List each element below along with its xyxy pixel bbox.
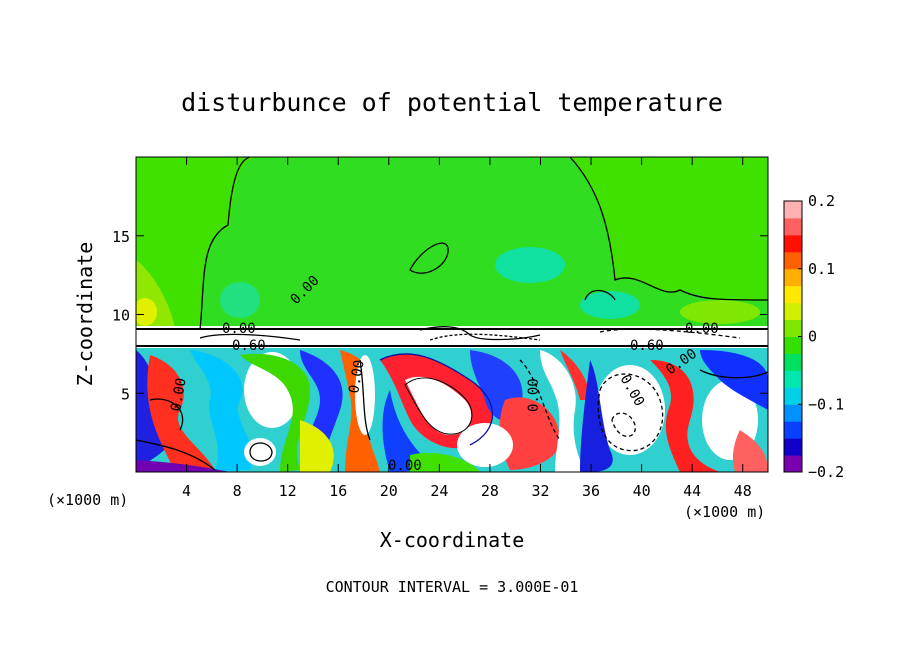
colorbar-tick-label: 0 — [808, 328, 817, 346]
contour-interval-note: CONTOUR INTERVAL = 3.000E-01 — [326, 578, 579, 596]
x-tick-label: 20 — [380, 482, 398, 500]
plot-area: 0.00 0.00 0.60 0.60 0.00 0.00 0.00 0.00 … — [136, 157, 768, 474]
y-axis: 5 10 15 — [112, 228, 768, 403]
x-axis: 4 8 12 16 20 24 28 32 36 40 44 48 — [182, 157, 752, 500]
colorbar-swatch — [784, 217, 802, 236]
colorbar-swatch — [784, 319, 802, 337]
upper-cool-region — [200, 157, 768, 330]
contour-label: 0.00 — [222, 321, 256, 337]
colorbar-swatch — [784, 353, 802, 371]
x-unit-left: (×1000 m) — [47, 491, 128, 509]
colorbar-swatch — [784, 251, 802, 270]
contour-label: 0.00 — [685, 321, 719, 337]
colorbar-swatch — [784, 387, 802, 405]
turbulence-patches — [136, 350, 768, 472]
colorbar-swatch — [784, 268, 802, 287]
y-tick-label: 10 — [112, 307, 130, 325]
x-tick-label: 16 — [329, 482, 347, 500]
colorbar-swatch — [784, 234, 802, 253]
x-axis-title: X-coordinate — [380, 528, 525, 552]
y-tick-label: 5 — [121, 385, 130, 403]
x-tick-label: 36 — [582, 482, 600, 500]
x-tick-label: 24 — [430, 482, 448, 500]
x-tick-label: 4 — [182, 482, 191, 500]
upper-warm-patch — [136, 298, 157, 326]
x-tick-label: 32 — [531, 482, 549, 500]
contour-label: 0.60 — [232, 338, 266, 354]
contour-label: 0.60 — [630, 338, 664, 354]
contour-label: 0.00 — [526, 378, 542, 412]
upper-cyan-patch — [580, 291, 640, 319]
x-tick-label: 28 — [481, 482, 499, 500]
contour-label: 0.00 — [388, 458, 422, 474]
colorbar-swatch — [784, 455, 802, 473]
upper-warm-patch — [680, 300, 760, 324]
upper-cyan-patch — [220, 282, 260, 318]
inversion-band — [136, 326, 768, 348]
colorbar-tick-label: 0.2 — [808, 192, 835, 210]
colorbar-tick-label: −0.1 — [808, 395, 844, 413]
contour-label: 0.00 — [346, 359, 368, 395]
upper-cyan-patch — [495, 247, 565, 283]
colorbar-swatch — [784, 421, 802, 439]
x-tick-label: 40 — [633, 482, 651, 500]
colorbar-tick-label: 0.1 — [808, 260, 835, 278]
colorbar-swatch — [784, 438, 802, 456]
y-axis-title: Z-coordinate — [73, 242, 97, 387]
y-tick-label: 15 — [112, 228, 130, 246]
x-tick-label: 44 — [683, 482, 701, 500]
colorbar-swatch — [784, 285, 802, 304]
colorbar-swatch — [784, 370, 802, 388]
contour-label: 0.00 — [168, 377, 190, 413]
chart-title: disturbunce of potential temperature — [181, 88, 723, 117]
colorbar: 0.2 0.1 0 −0.1 −0.2 — [783, 192, 844, 481]
colorbar-swatch — [784, 201, 802, 219]
colorbar-swatch — [784, 302, 802, 321]
x-unit-right: (×1000 m) — [684, 503, 765, 521]
x-tick-label: 12 — [279, 482, 297, 500]
colorbar-tick-label: −0.2 — [808, 463, 844, 481]
colorbar-swatch — [784, 404, 802, 422]
x-tick-label: 48 — [734, 482, 752, 500]
contour-lines — [136, 157, 768, 471]
colorbar-swatch — [784, 336, 802, 354]
x-tick-label: 8 — [233, 482, 242, 500]
